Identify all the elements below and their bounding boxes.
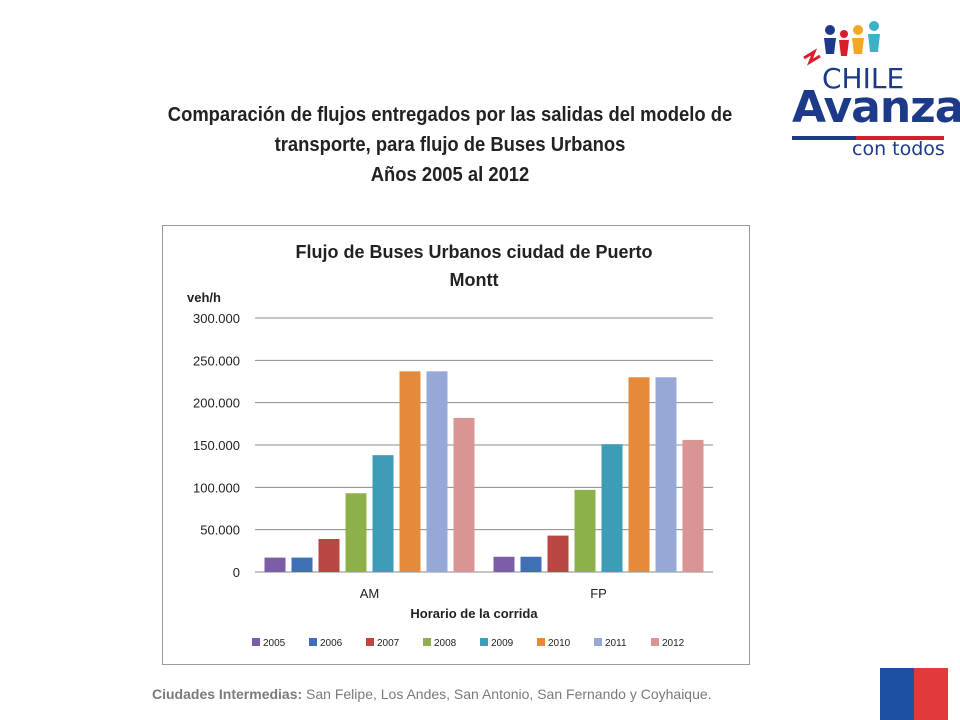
- y-tick-label-1: 50.000: [200, 523, 240, 538]
- bar-AM-2006: [291, 557, 313, 572]
- legend-label-2012: 2012: [662, 638, 685, 649]
- bar-FP-2007: [547, 535, 569, 572]
- legend-label-2008: 2008: [434, 638, 457, 649]
- y-tick-label-3: 150.000: [193, 438, 240, 453]
- bar-AM-2005: [264, 557, 286, 572]
- bar-AM-2008: [345, 493, 367, 572]
- y-tick-label-5: 250.000: [193, 353, 240, 368]
- legend-swatch-2006: [309, 638, 317, 646]
- legend-swatch-2012: [651, 638, 659, 646]
- bar-AM-2012: [453, 417, 475, 572]
- bar-AM-2011: [426, 371, 448, 572]
- slide-title-line-3: Años 2005 al 2012: [370, 164, 530, 186]
- flag-red-block: [914, 668, 948, 720]
- logo-chile-text: CHILE: [822, 62, 905, 95]
- chile-flag-corner-icon: [880, 668, 948, 720]
- legend-swatch-2009: [480, 638, 488, 646]
- y-tick-label-6: 300.000: [193, 311, 240, 326]
- y-tick-label-2: 100.000: [193, 480, 240, 495]
- legend-label-2010: 2010: [548, 638, 571, 649]
- bar-chart: Flujo de Buses Urbanos ciudad de Puerto M…: [187, 242, 713, 649]
- bar-FP-2012: [682, 439, 704, 572]
- logo-red-stripe: [856, 136, 944, 140]
- footer-text: San Felipe, Los Andes, San Antonio, San …: [306, 686, 712, 702]
- slide-title-line-2: transporte, para flujo de Buses Urbanos: [274, 134, 626, 156]
- legend-swatch-2007: [366, 638, 374, 646]
- y-tick-label-4: 200.000: [193, 396, 240, 411]
- bar-FP-2008: [574, 489, 596, 572]
- footer-note: Ciudades Intermedias: San Felipe, Los An…: [152, 686, 712, 702]
- slide-title-line-1: Comparación de flujos entregados por las…: [167, 104, 733, 126]
- x-tick-label-FP: FP: [590, 586, 607, 601]
- flag-blue-block: [880, 668, 914, 720]
- footer-label: Ciudades Intermedias:: [152, 686, 303, 702]
- x-axis-label: Horario de la corrida: [410, 606, 538, 621]
- legend-label-2009: 2009: [491, 638, 514, 649]
- chile-avanza-logo: CHILE Avanza con todos: [786, 18, 960, 160]
- logo-con-todos-text: con todos: [852, 138, 945, 160]
- legend-swatch-2008: [423, 638, 431, 646]
- y-axis-label: veh/h: [187, 290, 221, 305]
- legend-label-2006: 2006: [320, 638, 343, 649]
- legend-swatch-2005: [252, 638, 260, 646]
- bar-FP-2010: [628, 377, 650, 572]
- bar-FP-2005: [493, 556, 515, 572]
- legend-label-2007: 2007: [377, 638, 400, 649]
- chart-container: Flujo de Buses Urbanos ciudad de Puerto M…: [162, 225, 750, 665]
- chart-title-line-1: Flujo de Buses Urbanos ciudad de Puerto: [295, 242, 652, 262]
- bar-FP-2009: [601, 444, 623, 572]
- legend-swatch-2010: [537, 638, 545, 646]
- bar-AM-2010: [399, 371, 421, 572]
- bar-AM-2007: [318, 538, 340, 572]
- slide-title: Comparación de flujos entregados por las…: [91, 100, 809, 190]
- legend-swatch-2011: [594, 638, 602, 646]
- legend-label-2005: 2005: [263, 638, 286, 649]
- x-tick-label-AM: AM: [360, 586, 380, 601]
- chart-title-line-2: Montt: [450, 270, 499, 290]
- legend-label-2011: 2011: [605, 638, 627, 649]
- bar-FP-2006: [520, 556, 542, 572]
- bar-FP-2011: [655, 377, 677, 572]
- logo-blue-stripe: [792, 136, 856, 140]
- bar-AM-2009: [372, 455, 394, 572]
- y-tick-label-0: 0: [233, 565, 240, 580]
- logo-avanza-text: Avanza: [792, 82, 960, 133]
- family-figures-icon: [803, 21, 880, 66]
